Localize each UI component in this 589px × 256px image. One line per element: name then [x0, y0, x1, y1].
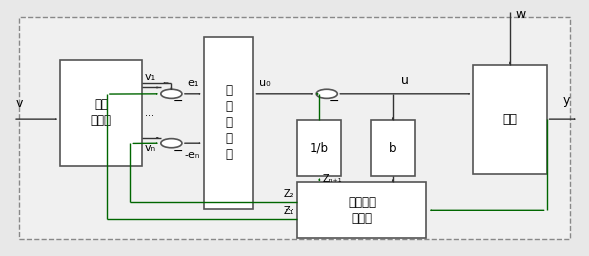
Text: 非
线
性
反
馈: 非 线 性 反 馈 [225, 84, 232, 162]
Text: Z₁: Z₁ [284, 206, 294, 216]
Text: 跟踪
微分器: 跟踪 微分器 [91, 98, 111, 127]
Text: u: u [401, 74, 409, 87]
Text: v₁: v₁ [145, 72, 156, 82]
Bar [370, 120, 415, 176]
Bar [297, 183, 426, 238]
Text: ...: ... [145, 108, 154, 118]
Text: 扩张状态
观测器: 扩张状态 观测器 [348, 196, 376, 225]
Bar [60, 60, 142, 166]
Text: −: − [173, 95, 184, 108]
Text: 1/b: 1/b [310, 142, 329, 155]
Text: w: w [516, 8, 526, 21]
Text: y: y [562, 94, 570, 107]
Circle shape [161, 89, 182, 98]
Text: 对象: 对象 [502, 113, 518, 126]
Text: u₀: u₀ [259, 78, 271, 88]
Bar [474, 65, 547, 174]
Bar [19, 17, 570, 239]
Circle shape [316, 89, 337, 98]
Text: −: − [173, 144, 184, 157]
Text: b: b [389, 142, 396, 155]
Text: e₁: e₁ [188, 78, 199, 88]
Bar [297, 120, 342, 176]
Circle shape [161, 139, 182, 148]
Text: Zₙ₊₁: Zₙ₊₁ [322, 174, 342, 184]
Text: ...: ... [286, 202, 294, 212]
Text: −: − [329, 95, 339, 108]
Text: Z₂: Z₂ [284, 189, 294, 199]
Text: vₙ: vₙ [145, 143, 156, 153]
Text: v: v [16, 98, 24, 110]
Bar [204, 37, 253, 209]
Text: -eₙ: -eₙ [185, 150, 200, 161]
